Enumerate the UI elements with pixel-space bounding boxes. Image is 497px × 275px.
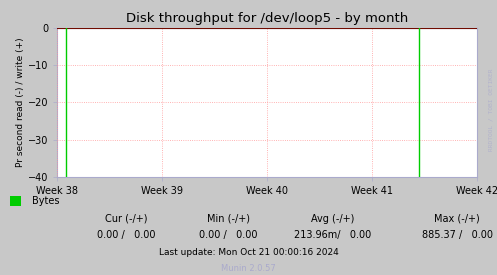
Y-axis label: Pr second read (-) / write (+): Pr second read (-) / write (+) [16, 38, 25, 167]
Text: 885.37 /   0.00: 885.37 / 0.00 [422, 230, 493, 240]
Text: 213.96m/   0.00: 213.96m/ 0.00 [294, 230, 372, 240]
Text: Munin 2.0.57: Munin 2.0.57 [221, 264, 276, 273]
Text: Last update: Mon Oct 21 00:00:16 2024: Last update: Mon Oct 21 00:00:16 2024 [159, 248, 338, 257]
Text: Max (-/+): Max (-/+) [434, 214, 480, 224]
Text: Min (-/+): Min (-/+) [207, 214, 250, 224]
Text: RRDTOOL / TOBI OETIKER: RRDTOOL / TOBI OETIKER [489, 69, 494, 151]
Text: 0.00 /   0.00: 0.00 / 0.00 [199, 230, 258, 240]
Text: Bytes: Bytes [32, 196, 60, 206]
Text: 0.00 /   0.00: 0.00 / 0.00 [97, 230, 156, 240]
Text: Avg (-/+): Avg (-/+) [311, 214, 355, 224]
Title: Disk throughput for /dev/loop5 - by month: Disk throughput for /dev/loop5 - by mont… [126, 12, 408, 25]
Text: Cur (-/+): Cur (-/+) [105, 214, 148, 224]
